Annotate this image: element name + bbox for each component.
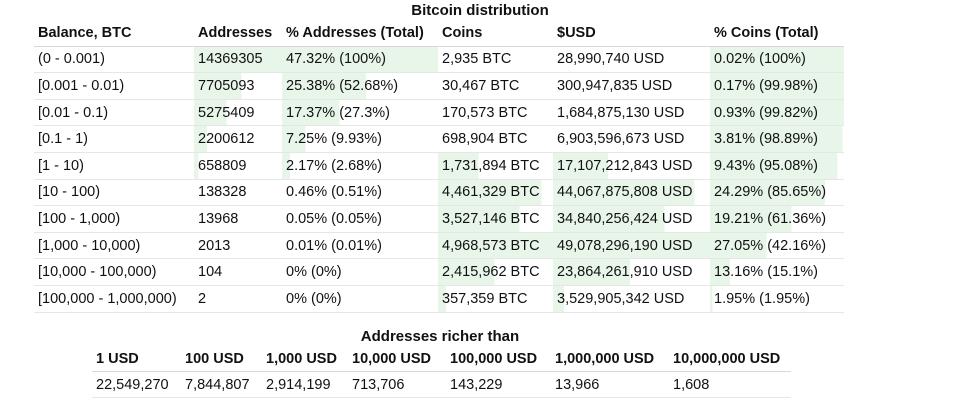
balance-cell: [100 - 1,000) bbox=[34, 205, 194, 233]
coins-cell: 30,467 BTC bbox=[438, 72, 553, 100]
pct-addresses-cell: 17.37% (27.3%) bbox=[282, 99, 438, 127]
table-row: [0.1 - 1) 2200612 7.25% (9.93%) 698,904 BTC… bbox=[34, 125, 844, 153]
addresses-cell: 658809 bbox=[194, 152, 282, 180]
pct-addresses-cell: 25.38% (52.68%) bbox=[282, 72, 438, 100]
pct-addresses-cell: 7.25% (9.93%) bbox=[282, 125, 438, 153]
pct-coins-cell: 1.95% (1.95%) bbox=[710, 285, 844, 313]
table-row: (0 - 0.001) 14369305 47.32% (100%) 2,935 BT… bbox=[34, 46, 844, 74]
richer-header-1000-usd: 1,000 USD bbox=[262, 346, 348, 372]
table-row: [10 - 100) 138328 0.46% (0.51%) 4,461,329 B… bbox=[34, 179, 844, 207]
balance-cell: [100,000 - 1,000,000) bbox=[34, 285, 194, 313]
pct-addresses-cell: 0.05% (0.05%) bbox=[282, 205, 438, 233]
distribution-table-body: (0 - 0.001) 14369305 47.32% (100%) 2,935 BT… bbox=[34, 46, 844, 313]
addresses-cell: 7705093 bbox=[194, 72, 282, 100]
pct-coins-cell: 13.16% (15.1%) bbox=[710, 258, 844, 286]
pct-addresses-cell: 0.01% (0.01%) bbox=[282, 232, 438, 260]
pct-coins-cell: 0.17% (99.98%) bbox=[710, 72, 844, 100]
addresses-cell: 14369305 bbox=[194, 46, 282, 74]
column-header-pct-coins: % Coins (Total) bbox=[710, 20, 844, 47]
coins-cell: 357,359 BTC bbox=[438, 285, 553, 313]
pct-coins-cell: 0.93% (99.82%) bbox=[710, 99, 844, 127]
pct-addresses-cell: 0% (0%) bbox=[282, 258, 438, 286]
pct-addresses-cell: 0% (0%) bbox=[282, 285, 438, 313]
pct-addresses-cell: 2.17% (2.68%) bbox=[282, 152, 438, 180]
table-row: [1,000 - 10,000) 2013 0.01% (0.01%) 4,968,5… bbox=[34, 232, 844, 260]
coins-cell: 4,461,329 BTC bbox=[438, 179, 553, 207]
richer-value: 143,229 bbox=[446, 371, 551, 398]
richer-value: 22,549,270 bbox=[92, 371, 181, 398]
richer-header-10000-usd: 10,000 USD bbox=[348, 346, 446, 372]
table-row: [0.001 - 0.01) 7705093 25.38% (52.68%) 30,4… bbox=[34, 72, 844, 100]
richer-value: 713,706 bbox=[348, 371, 446, 398]
pct-coins-cell: 9.43% (95.08%) bbox=[710, 152, 844, 180]
balance-cell: [0.1 - 1) bbox=[34, 125, 194, 153]
richer-values-row: 22,549,270 7,844,807 2,914,199 713,706 1… bbox=[92, 371, 791, 398]
pct-coins-cell: 27.05% (42.16%) bbox=[710, 232, 844, 260]
balance-cell: [10 - 100) bbox=[34, 179, 194, 207]
coins-cell: 4,968,573 BTC bbox=[438, 232, 553, 260]
pct-coins-cell: 24.29% (85.65%) bbox=[710, 179, 844, 207]
coins-cell: 1,731,894 BTC bbox=[438, 152, 553, 180]
table-row: [0.01 - 0.1) 5275409 17.37% (27.3%) 170,573… bbox=[34, 99, 844, 127]
pct-coins-cell: 0.02% (100%) bbox=[710, 46, 844, 74]
pct-addresses-cell: 0.46% (0.51%) bbox=[282, 179, 438, 207]
usd-cell: 34,840,256,424 USD bbox=[553, 205, 710, 233]
column-header-usd: $USD bbox=[553, 20, 710, 47]
balance-cell: [10,000 - 100,000) bbox=[34, 258, 194, 286]
richer-header-1000000-usd: 1,000,000 USD bbox=[551, 346, 669, 372]
usd-cell: 23,864,261,910 USD bbox=[553, 258, 710, 286]
usd-cell: 6,903,596,673 USD bbox=[553, 125, 710, 153]
coins-cell: 2,935 BTC bbox=[438, 46, 553, 74]
coins-cell: 3,527,146 BTC bbox=[438, 205, 553, 233]
addresses-cell: 2200612 bbox=[194, 125, 282, 153]
table-row: [10,000 - 100,000) 104 0% (0%) 2,415,962 BT… bbox=[34, 258, 844, 286]
table-row: [100,000 - 1,000,000) 2 0% (0%) 357,359 BTC… bbox=[34, 285, 844, 313]
usd-cell: 1,684,875,130 USD bbox=[553, 99, 710, 127]
usd-cell: 300,947,835 USD bbox=[553, 72, 710, 100]
richer-header-100-usd: 100 USD bbox=[181, 346, 262, 372]
balance-cell: [0.001 - 0.01) bbox=[34, 72, 194, 100]
richer-title: Addresses richer than bbox=[360, 328, 520, 345]
pct-coins-cell: 3.81% (98.89%) bbox=[710, 125, 844, 153]
column-header-addresses: Addresses bbox=[194, 20, 282, 47]
table-header-row: Balance, BTC Addresses % Addresses (Tota… bbox=[34, 20, 844, 47]
table-row: [1 - 10) 658809 2.17% (2.68%) 1,731,894 BTC… bbox=[34, 152, 844, 180]
pct-coins-cell: 19.21% (61.36%) bbox=[710, 205, 844, 233]
richer-header-10000000-usd: 10,000,000 USD bbox=[669, 346, 791, 372]
richer-value: 1,608 bbox=[669, 371, 791, 398]
addresses-cell: 104 bbox=[194, 258, 282, 286]
coins-cell: 2,415,962 BTC bbox=[438, 258, 553, 286]
pct-addresses-cell: 47.32% (100%) bbox=[282, 46, 438, 74]
balance-cell: (0 - 0.001) bbox=[34, 46, 194, 74]
column-header-pct-addresses: % Addresses (Total) bbox=[282, 20, 438, 47]
usd-cell: 49,078,296,190 USD bbox=[553, 232, 710, 260]
usd-cell: 28,990,740 USD bbox=[553, 46, 710, 74]
addresses-cell: 138328 bbox=[194, 179, 282, 207]
table-row: [100 - 1,000) 13968 0.05% (0.05%) 3,527,146… bbox=[34, 205, 844, 233]
addresses-cell: 2013 bbox=[194, 232, 282, 260]
addresses-cell: 13968 bbox=[194, 205, 282, 233]
richer-header-1-usd: 1 USD bbox=[92, 346, 181, 372]
addresses-cell: 2 bbox=[194, 285, 282, 313]
column-header-coins: Coins bbox=[438, 20, 553, 47]
coins-cell: 698,904 BTC bbox=[438, 125, 553, 153]
richer-header-row: 1 USD 100 USD 1,000 USD 10,000 USD 100,0… bbox=[92, 346, 791, 372]
balance-cell: [0.01 - 0.1) bbox=[34, 99, 194, 127]
column-header-balance: Balance, BTC bbox=[34, 20, 194, 47]
richer-value: 2,914,199 bbox=[262, 371, 348, 398]
balance-cell: [1,000 - 10,000) bbox=[34, 232, 194, 260]
usd-cell: 3,529,905,342 USD bbox=[553, 285, 710, 313]
richer-header-100000-usd: 100,000 USD bbox=[446, 346, 551, 372]
addresses-cell: 5275409 bbox=[194, 99, 282, 127]
coins-cell: 170,573 BTC bbox=[438, 99, 553, 127]
distribution-table: Balance, BTC Addresses % Addresses (Tota… bbox=[34, 20, 844, 313]
richer-value: 13,966 bbox=[551, 371, 669, 398]
usd-cell: 17,107,212,843 USD bbox=[553, 152, 710, 180]
table-title: Bitcoin distribution bbox=[411, 2, 549, 19]
balance-cell: [1 - 10) bbox=[34, 152, 194, 180]
richer-value: 7,844,807 bbox=[181, 371, 262, 398]
usd-cell: 44,067,875,808 USD bbox=[553, 179, 710, 207]
richer-table: 1 USD 100 USD 1,000 USD 10,000 USD 100,0… bbox=[92, 346, 791, 398]
